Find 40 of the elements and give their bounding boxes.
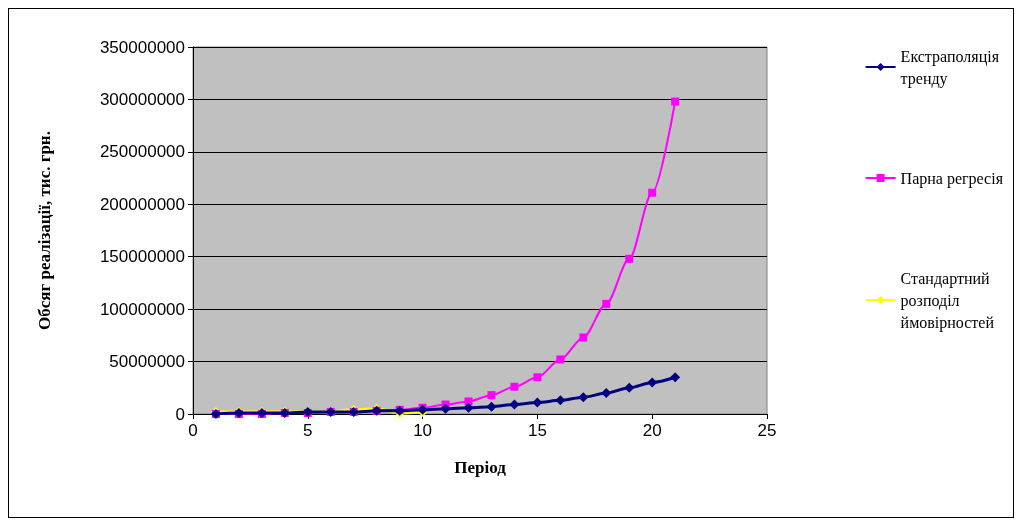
point bbox=[625, 254, 634, 263]
y-tick-label: 100000000 bbox=[99, 299, 185, 319]
point bbox=[671, 97, 680, 106]
point bbox=[440, 403, 451, 414]
point bbox=[647, 377, 658, 388]
legend-label: Стандартний розподіл ймовірностей bbox=[900, 269, 995, 332]
point bbox=[510, 382, 519, 391]
x-axis-title: Період bbox=[454, 458, 507, 477]
x-tick-label: 10 bbox=[413, 421, 433, 440]
point bbox=[532, 397, 543, 408]
x-tick-label: 0 bbox=[188, 421, 198, 440]
point bbox=[464, 397, 473, 406]
point bbox=[487, 391, 496, 400]
point bbox=[624, 382, 635, 393]
y-tick-label: 300000000 bbox=[99, 89, 185, 109]
point bbox=[602, 299, 611, 308]
y-tick-label: 50000000 bbox=[109, 352, 185, 372]
y-axis-title: Обсяг реалізації, тис. грн. bbox=[35, 131, 54, 330]
y-tick-label: 350000000 bbox=[99, 37, 185, 57]
legend-label: Екстраполяція тренду bbox=[900, 47, 1000, 88]
point bbox=[670, 372, 681, 383]
point bbox=[555, 395, 566, 406]
x-tick-label: 15 bbox=[527, 421, 547, 440]
x-tick-label: 20 bbox=[642, 421, 662, 440]
point bbox=[601, 388, 612, 399]
point bbox=[509, 399, 520, 410]
point bbox=[578, 392, 589, 403]
legend-label: Парна регресія bbox=[900, 169, 1004, 188]
x-tick-label: 5 bbox=[303, 421, 313, 440]
point bbox=[486, 401, 497, 412]
point bbox=[463, 402, 474, 413]
point bbox=[533, 373, 542, 382]
x-tick-label: 25 bbox=[757, 421, 777, 440]
y-tick-label: 200000000 bbox=[99, 194, 185, 214]
y-tick-label: 250000000 bbox=[99, 142, 185, 162]
point bbox=[648, 188, 657, 197]
y-tick-label: 150000000 bbox=[99, 247, 185, 267]
y-tick-label: 0 bbox=[175, 404, 185, 424]
point bbox=[556, 355, 565, 364]
point bbox=[579, 333, 588, 342]
